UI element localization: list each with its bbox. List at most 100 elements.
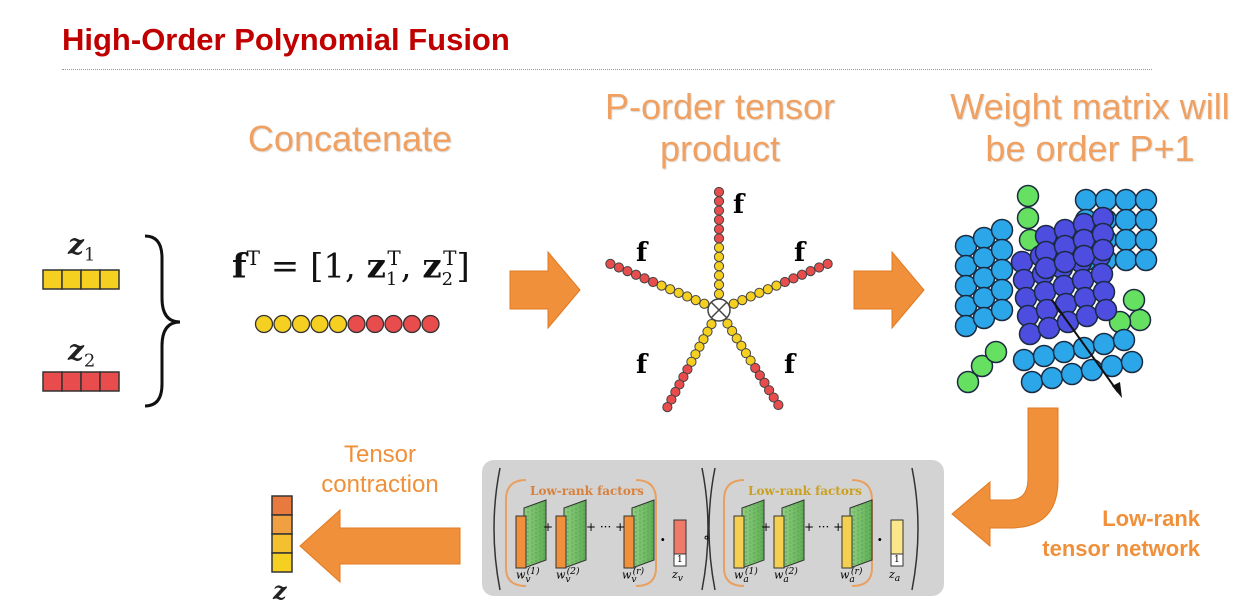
star-arm-dot (737, 295, 748, 306)
cyan-sphere (990, 238, 1014, 262)
zv-one: 1 (677, 555, 683, 565)
tensor-product-heading: P-order tensor product (580, 86, 860, 170)
green-sphere (1016, 184, 1040, 208)
star-arm-dot (740, 348, 752, 359)
audio-factors-label: Low-rank factors (748, 484, 862, 498)
blue-sphere (1018, 322, 1042, 346)
visual-factor-matrix (563, 499, 587, 569)
star-arm-dot (822, 258, 833, 269)
f-vector-yellow-dot (310, 314, 329, 334)
wv1-label: wv(1) (516, 566, 540, 585)
dots-plus-a: + ··· + (804, 520, 844, 534)
cyan-sphere (990, 298, 1014, 322)
green-sphere (956, 370, 980, 394)
concat-formula: fT = [1, z1T, z2T] (232, 246, 470, 291)
star-arm-dot (713, 205, 725, 216)
blue-sphere (1037, 316, 1061, 340)
star-arm-dot (647, 276, 659, 288)
star-arm-dot (759, 377, 770, 388)
arm-label-lower-left: f (636, 350, 648, 380)
star-arm-dot (722, 318, 733, 329)
visual-factor-bar (515, 515, 527, 569)
star-arm-dot (736, 340, 747, 351)
concatenate-heading: Concatenate (247, 118, 453, 159)
star-arm-dot (796, 269, 808, 280)
concat-brace (144, 234, 181, 408)
curved-arrow (951, 407, 1059, 548)
star-arm-dot (656, 280, 667, 291)
cyan-sphere (1074, 188, 1098, 212)
cyan-sphere (990, 278, 1014, 302)
star-arm-dot (788, 273, 799, 284)
weight-matrix-heading: Weight matrix will be order P+1 (940, 86, 1240, 170)
arrow-left (299, 508, 461, 584)
z1-label: z1 (68, 228, 96, 266)
blue-sphere (1091, 238, 1115, 262)
star-arm-dot (713, 251, 725, 263)
star-arm-dot (605, 258, 616, 269)
star-arm-dot (622, 266, 633, 277)
visual-factor-bar (555, 515, 567, 569)
f-vector-yellow-dot (328, 314, 348, 334)
weight-axis-arrow (1051, 299, 1119, 393)
star-arm-dot (713, 196, 725, 207)
tensor-network-panel (482, 460, 944, 596)
star-arm-dot (713, 279, 725, 290)
cyan-sphere (1114, 228, 1138, 252)
star-arm-dot (713, 261, 725, 272)
star-arm-dot (713, 242, 725, 253)
star-arm-dot (764, 385, 775, 396)
green-sphere (984, 340, 1008, 364)
cyan-sphere (1080, 358, 1104, 382)
cyan-sphere (1020, 370, 1044, 394)
z1-vector (42, 269, 120, 290)
wa1-label: wa(1) (734, 566, 758, 585)
wa2-label: wa(2) (774, 566, 798, 585)
cyan-sphere (1134, 248, 1158, 272)
star-arm-dot (673, 287, 684, 298)
arm-label-upper-right: f (794, 238, 806, 268)
visual-factors (515, 499, 655, 569)
slide-title: High-Order Polynomial Fusion (62, 22, 510, 57)
cyan-sphere (1012, 348, 1036, 372)
star-arm-dot (805, 266, 816, 277)
star-arm-dot (779, 276, 791, 288)
dot-op-v: · (660, 530, 666, 549)
star-arm-dot (754, 370, 765, 381)
audio-factor-matrix (781, 499, 805, 569)
star-arm-dot (731, 333, 742, 344)
zv-label: zv (672, 568, 683, 585)
cyan-sphere (1040, 366, 1064, 390)
star-arm-dot (682, 291, 693, 302)
green-sphere (1016, 206, 1040, 230)
plus-a: + (761, 520, 772, 534)
green-sphere (970, 354, 994, 378)
blue-sphere (1094, 298, 1118, 322)
star-arm-dot (771, 280, 782, 291)
cyan-sphere (1134, 208, 1158, 232)
cyan-sphere (990, 218, 1014, 242)
cyan-sphere (1134, 188, 1158, 212)
green-sphere (1122, 288, 1146, 312)
star-arm-dot (713, 270, 725, 281)
arrow-right-1 (509, 250, 581, 330)
weight-matrix-heading-line2: be order P+1 (985, 128, 1195, 169)
star-arm-dot (639, 273, 650, 284)
blue-sphere (1075, 304, 1099, 328)
tensor-product-heading-line2: product (659, 128, 781, 169)
green-sphere (1128, 308, 1152, 332)
visual-factor-matrix (523, 499, 547, 569)
cyan-sphere (1032, 344, 1056, 368)
f-vector-red-dot (421, 314, 440, 334)
audio-factor-matrix (741, 499, 765, 569)
f-vector-red-dot (347, 314, 366, 334)
audio-factor-matrix (849, 499, 873, 569)
visual-factors-label: Low-rank factors (530, 484, 644, 498)
war-label: wa(r) (840, 566, 863, 585)
tensor-product-heading-line1: P-order tensor (604, 86, 836, 127)
star-arm-dot (662, 402, 673, 413)
blue-sphere (1053, 250, 1077, 274)
star-arm-dot (613, 262, 625, 273)
cyan-sphere (1120, 350, 1144, 374)
